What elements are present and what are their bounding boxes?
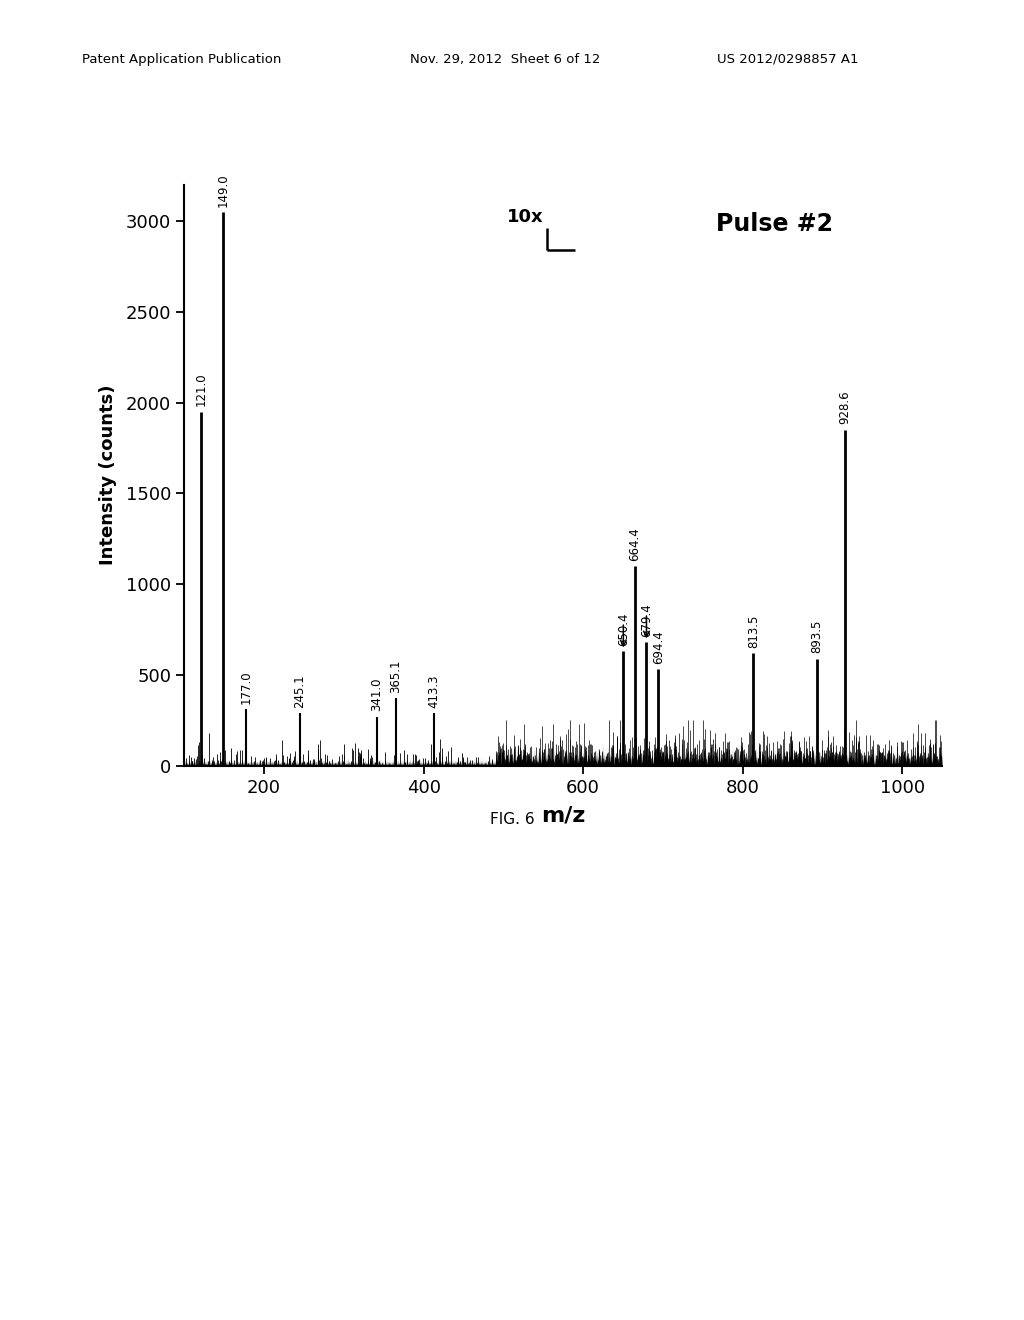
Text: Pulse #2: Pulse #2	[716, 213, 834, 236]
Text: 664.4: 664.4	[628, 527, 641, 561]
Text: 365.1: 365.1	[389, 660, 402, 693]
Text: 813.5: 813.5	[746, 614, 760, 648]
Text: FIG. 6: FIG. 6	[489, 812, 535, 826]
Text: 10x: 10x	[507, 207, 544, 226]
Text: 121.0: 121.0	[195, 372, 208, 407]
Text: 650.4: 650.4	[616, 612, 630, 645]
Text: Nov. 29, 2012  Sheet 6 of 12: Nov. 29, 2012 Sheet 6 of 12	[410, 53, 600, 66]
Text: 341.0: 341.0	[370, 677, 383, 711]
X-axis label: m/z: m/z	[541, 805, 586, 825]
Text: 149.0: 149.0	[217, 173, 230, 206]
Text: 413.3: 413.3	[428, 675, 440, 708]
Text: US 2012/0298857 A1: US 2012/0298857 A1	[717, 53, 858, 66]
Text: 679.4: 679.4	[640, 603, 653, 636]
Text: 694.4: 694.4	[652, 630, 665, 664]
Text: 928.6: 928.6	[839, 391, 852, 425]
Text: 893.5: 893.5	[811, 619, 823, 653]
Text: 245.1: 245.1	[294, 675, 306, 708]
Text: Patent Application Publication: Patent Application Publication	[82, 53, 282, 66]
Text: 177.0: 177.0	[240, 671, 252, 704]
Y-axis label: Intensity (counts): Intensity (counts)	[99, 385, 118, 565]
